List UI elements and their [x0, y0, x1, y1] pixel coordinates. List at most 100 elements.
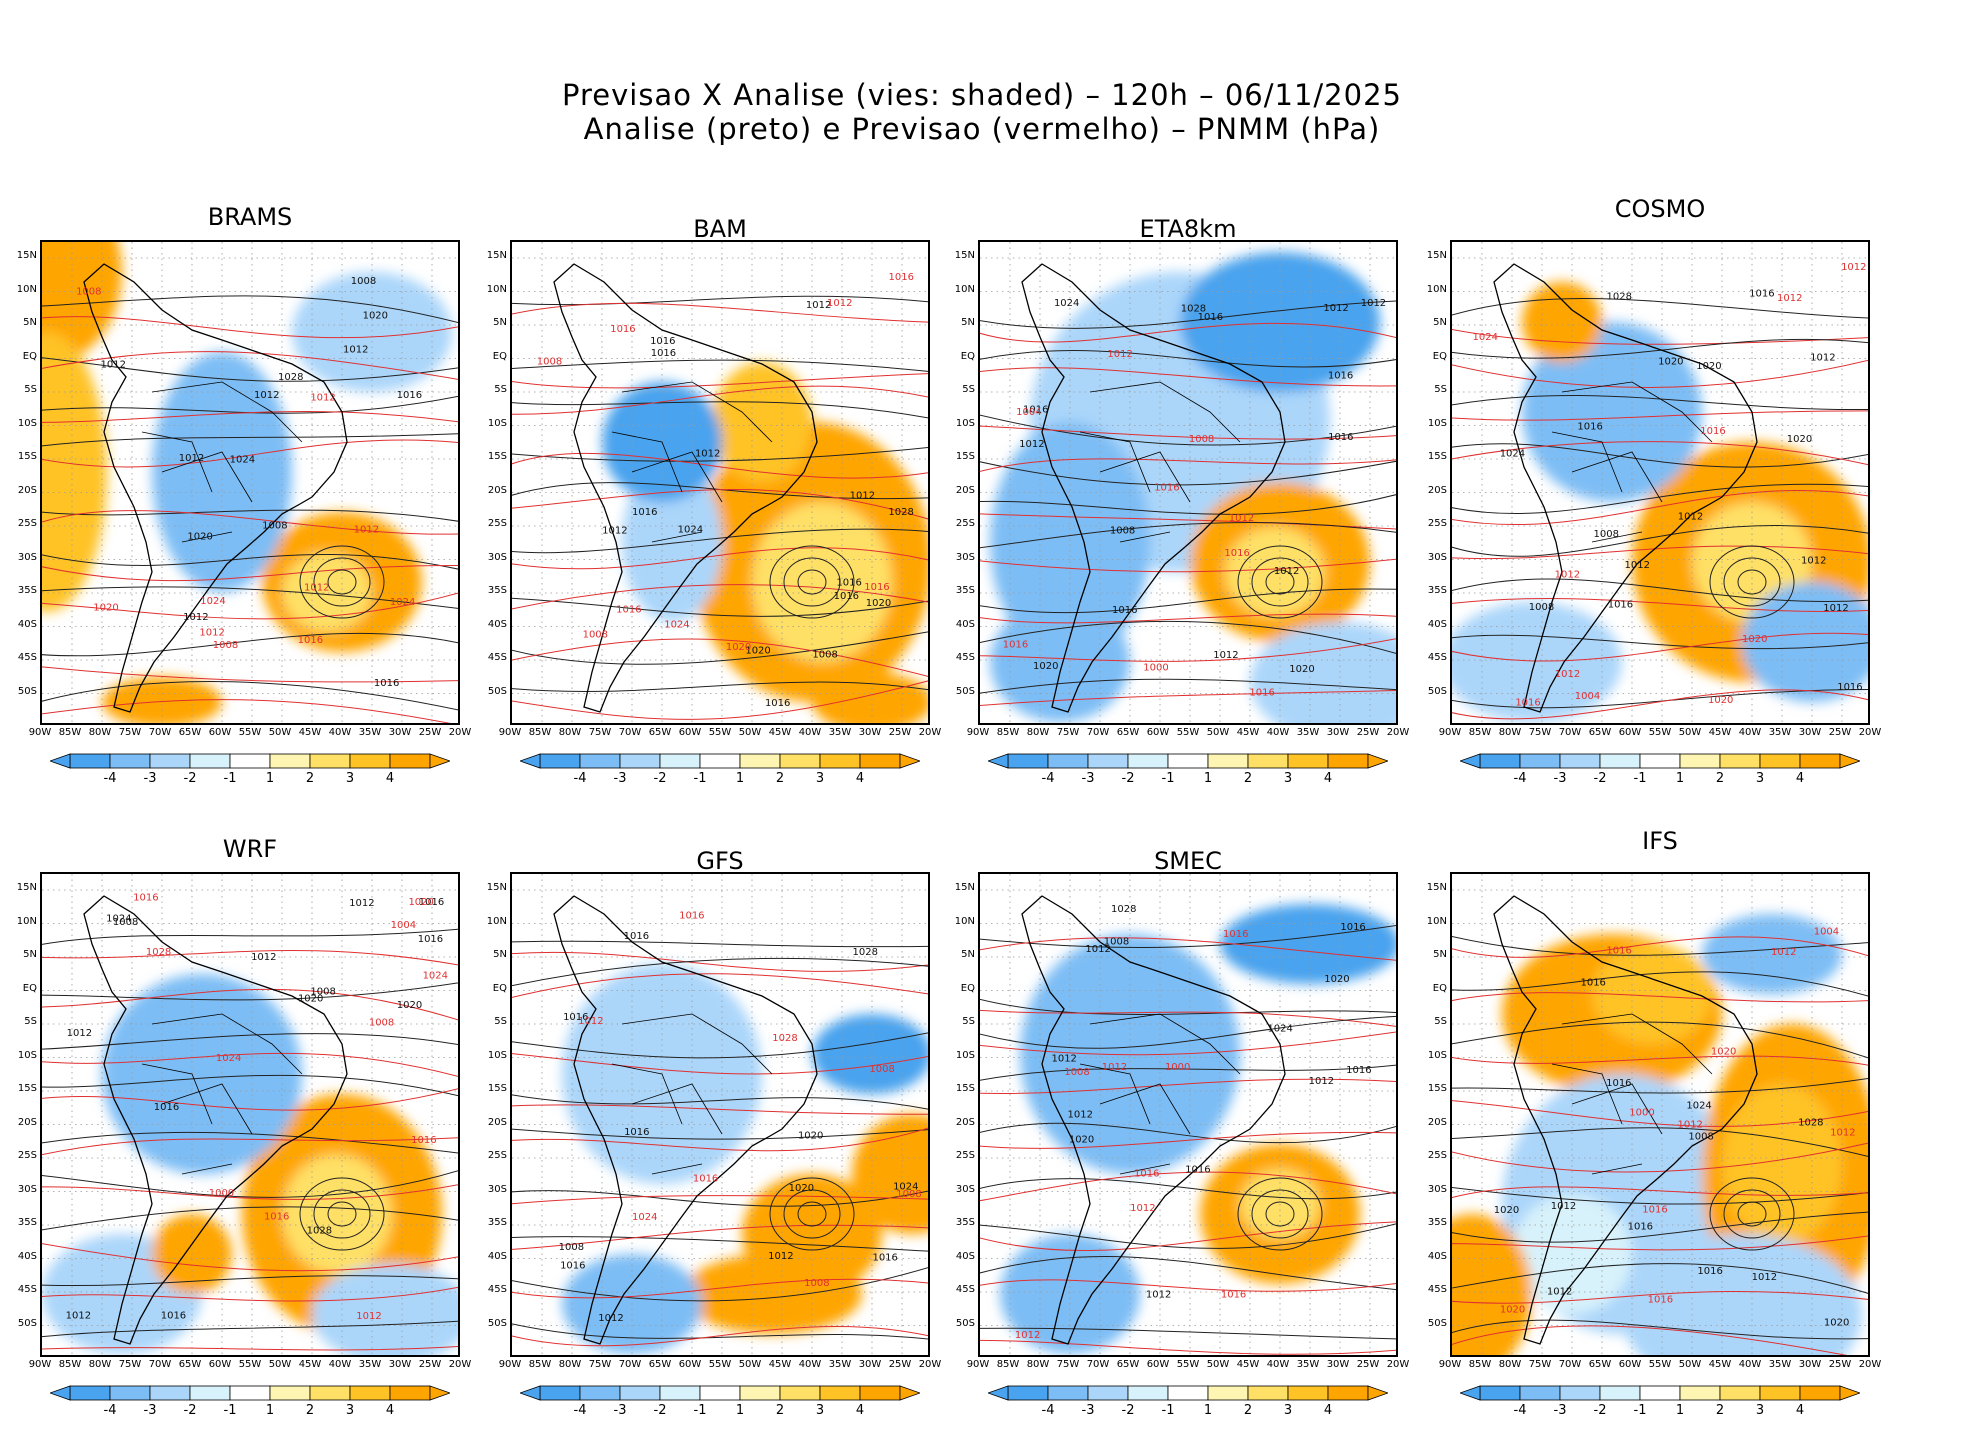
forecast-isobar-label: 1016	[1221, 1289, 1246, 1300]
lat-label: 15N	[954, 882, 975, 893]
lon-label: 35W	[1296, 727, 1320, 738]
analysis-isobar-label: 1024	[230, 455, 255, 466]
colorbar-arrow-right	[1839, 753, 1862, 769]
bias-area	[1180, 252, 1380, 392]
south-america-coastline	[1021, 895, 1286, 1345]
lon-label: 50W	[1678, 727, 1702, 738]
lon-label: 85W	[58, 1359, 82, 1370]
analysis-isobar-label: 1028	[1111, 904, 1136, 915]
analysis-isobar	[42, 1275, 458, 1287]
lat-label: 20S	[487, 1116, 507, 1128]
colorbar-label: 3	[345, 771, 355, 786]
forecast-isobar-label: 1008	[804, 1278, 829, 1289]
lon-label: 80W	[558, 727, 582, 738]
analysis-isobar-label: 1016	[1198, 312, 1223, 323]
lon-label: 40W	[328, 727, 352, 738]
colorbar-swatch	[349, 1385, 391, 1401]
lon-label: 90W	[1438, 727, 1462, 738]
analysis-isobar	[42, 433, 458, 447]
analysis-isobar-label: 1020	[187, 531, 212, 542]
lon-label: 60W	[208, 727, 232, 738]
lon-label: 60W	[1146, 727, 1170, 738]
lon-label: 30W	[1326, 727, 1350, 738]
colorbar-label: 2	[1243, 1403, 1253, 1418]
analysis-isobar-label: 1024	[893, 1182, 918, 1193]
low-pressure-ring	[769, 1177, 855, 1251]
analysis-isobar-label: 1012	[1624, 560, 1649, 571]
forecast-isobar	[1452, 545, 1868, 560]
forecast-isobar	[1452, 410, 1868, 421]
lon-label: 65W	[1588, 1359, 1612, 1370]
analysis-isobar	[42, 1074, 458, 1097]
lon-label: 25W	[418, 727, 442, 738]
colorbar-arrow-left	[518, 753, 541, 769]
forecast-isobar	[512, 373, 928, 389]
forecast-isobar	[1452, 328, 1868, 345]
colorbar-swatch	[229, 1385, 271, 1401]
lat-label: 10N	[1426, 283, 1447, 295]
analysis-isobar-label: 1024	[1500, 449, 1525, 460]
analysis-isobar	[1452, 971, 1868, 997]
forecast-isobar-label: 1012	[1015, 1330, 1040, 1341]
lon-label: 75W	[1056, 727, 1080, 738]
low-pressure-ring	[797, 1201, 827, 1227]
lon-label: 40W	[328, 1359, 352, 1370]
lat-label: 50S	[1427, 1317, 1447, 1329]
lat-label: 45S	[955, 1284, 975, 1295]
low-pressure-ring	[1709, 545, 1795, 619]
bias-area	[1000, 1234, 1140, 1354]
lat-label: 45S	[17, 652, 37, 663]
forecast-isobar-label: 1008	[869, 1064, 894, 1075]
lat-label: 5S	[24, 1016, 37, 1027]
lat-label: 50S	[487, 685, 507, 697]
analysis-isobar	[980, 1064, 1396, 1081]
forecast-isobar-label: 1012	[1841, 262, 1866, 273]
lat-label: 25S	[955, 1150, 975, 1161]
analysis-isobar-label: 1008	[1688, 1132, 1713, 1143]
lon-label: 35W	[1296, 1359, 1320, 1370]
analysis-isobar	[980, 1122, 1396, 1144]
analysis-isobar	[512, 1190, 928, 1207]
forecast-isobar	[42, 411, 458, 423]
low-pressure-ring	[1265, 569, 1295, 595]
analysis-isobar-label: 1012	[1019, 439, 1044, 450]
lat-label: 5S	[24, 384, 37, 395]
analysis-isobar-label: 1016	[1346, 1065, 1371, 1076]
analysis-isobar-label: 1028	[853, 947, 878, 958]
forecast-isobar-label: 1016	[1154, 483, 1179, 494]
colorbar-label: 4	[385, 1403, 395, 1418]
colorbar-swatch	[619, 1385, 661, 1401]
lat-label: 40S	[955, 1250, 975, 1262]
forecast-isobar-label: 1016	[1134, 1169, 1159, 1180]
bias-shading	[990, 252, 1396, 723]
lon-label: 35W	[828, 1359, 852, 1370]
lat-label: 15S	[1427, 1083, 1447, 1094]
analysis-isobar	[980, 522, 1396, 549]
lat-label: 45S	[487, 652, 507, 663]
analysis-isobar-label: 1016	[1185, 1165, 1210, 1176]
analysis-isobar	[1452, 1127, 1868, 1157]
lon-label: 75W	[1528, 727, 1552, 738]
bias-colorbar	[48, 1385, 452, 1405]
analysis-isobar-label: 1016	[374, 678, 399, 689]
analysis-isobar	[42, 1033, 458, 1050]
lat-label: 15N	[486, 882, 507, 893]
analysis-isobar-label: 1016	[1749, 288, 1774, 299]
colorbar-swatch	[229, 753, 271, 769]
colorbar-swatches	[518, 753, 922, 769]
analysis-isobar-label: 1020	[298, 994, 323, 1005]
country-borders	[1551, 381, 1713, 543]
bias-colorbar	[986, 753, 1390, 773]
lat-label: 40S	[1427, 1250, 1447, 1262]
analysis-isobar	[512, 359, 928, 372]
south-america-coastline	[553, 895, 818, 1345]
forecast-isobar-label: 1016	[1700, 426, 1725, 437]
country-borders	[1079, 381, 1241, 543]
colorbar-swatch	[189, 753, 231, 769]
bias-area	[1250, 622, 1396, 723]
lon-label: 45W	[1236, 727, 1260, 738]
lon-label: 35W	[1768, 727, 1792, 738]
lon-label: 85W	[996, 727, 1020, 738]
lon-label: 85W	[1468, 727, 1492, 738]
colorbar-swatch	[1207, 753, 1249, 769]
